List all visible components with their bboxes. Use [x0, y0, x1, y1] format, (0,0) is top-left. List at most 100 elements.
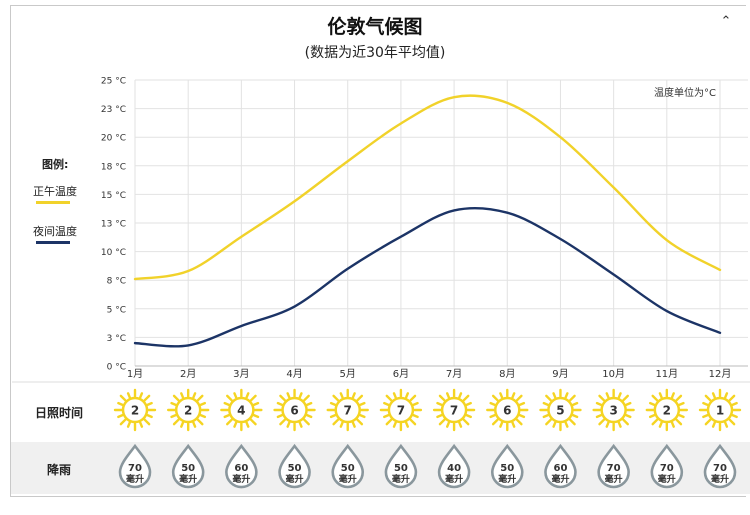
x-tick-label: 7月 — [446, 368, 462, 380]
sunshine-hours-value: 1 — [716, 404, 724, 418]
sun-ray — [392, 421, 397, 428]
sun-ray — [728, 394, 736, 402]
x-tick-label: 12月 — [709, 368, 732, 380]
sun-ray — [192, 392, 197, 399]
sunshine-hours-value: 6 — [290, 404, 298, 418]
sun-ray — [511, 421, 516, 428]
sunshine-hours-value: 7 — [397, 404, 405, 418]
sun-ray — [172, 418, 180, 426]
sun-ray — [196, 394, 204, 402]
sun-ray — [199, 401, 207, 407]
sun-ray — [196, 418, 204, 426]
sun-ray — [462, 418, 470, 426]
rainfall-unit: 毫升 — [605, 473, 623, 485]
sun-ray — [465, 401, 472, 407]
sun-ray — [192, 421, 197, 428]
sunshine-hours-value: 4 — [237, 404, 245, 418]
sun-ray — [223, 401, 231, 407]
y-tick-label: 13 °C — [101, 220, 126, 230]
sunshine-hours-value: 7 — [344, 404, 352, 418]
y-tick-label: 23 °C — [101, 105, 126, 115]
raindrop-icon — [278, 443, 311, 489]
sun-ray — [170, 413, 177, 419]
sun-ray — [711, 392, 717, 399]
rainfall-unit: 毫升 — [179, 473, 197, 485]
sun-ray — [126, 392, 132, 399]
x-tick-label: 6月 — [393, 368, 409, 380]
sun-ray — [332, 394, 340, 402]
sun-ray — [249, 394, 257, 402]
rainfall-unit: 毫升 — [392, 473, 410, 485]
sunshine-hours-value: 2 — [131, 404, 139, 418]
sun-icon — [494, 396, 521, 424]
sun-ray — [704, 394, 712, 402]
sun-ray — [648, 401, 656, 407]
sun-ray — [542, 401, 550, 407]
sun-ray — [233, 421, 238, 428]
x-tick-label: 2月 — [180, 368, 196, 380]
x-tick-label: 8月 — [499, 368, 515, 380]
sun-ray — [252, 413, 260, 419]
sun-ray — [298, 392, 303, 399]
raindrop-icon — [171, 443, 205, 489]
sun-ray — [356, 418, 364, 426]
rainfall-value: 70 — [660, 463, 674, 474]
sunshine-row-label: 日照时间 — [34, 406, 83, 420]
legend-label-day: 正午温度 — [33, 185, 77, 198]
sun-ray — [564, 392, 569, 399]
raindrop-icon — [703, 443, 737, 489]
rainfall-row-label: 降雨 — [46, 463, 71, 477]
sun-ray — [249, 418, 257, 426]
sun-ray — [305, 413, 313, 419]
sun-ray — [119, 394, 127, 402]
sun-ray — [358, 401, 366, 407]
chevron-up-icon[interactable]: ⌃ — [720, 14, 732, 29]
legend-label-night: 夜间温度 — [33, 225, 77, 238]
sun-ray — [670, 421, 675, 428]
sun-ray — [598, 394, 606, 402]
sun-ray — [499, 392, 504, 399]
y-tick-label: 25 °C — [101, 77, 126, 87]
sun-ray — [617, 392, 622, 399]
sun-ray — [412, 413, 419, 419]
sun-ray — [199, 413, 207, 419]
series-line-night — [133, 206, 722, 348]
sun-ray — [552, 421, 557, 428]
rainfall-value: 50 — [288, 463, 302, 474]
sun-ray — [302, 394, 310, 402]
x-tick-label: 4月 — [286, 368, 302, 380]
y-tick-label: 20 °C — [101, 134, 126, 144]
sun-ray — [491, 394, 499, 402]
sunshine-hours-value: 2 — [663, 404, 671, 418]
sun-ray — [286, 392, 291, 399]
y-tick-label: 10 °C — [101, 248, 126, 258]
sun-ray — [595, 401, 603, 407]
raindrop-icon — [225, 443, 258, 489]
raindrop-icon — [544, 443, 577, 489]
sun-ray — [651, 394, 659, 402]
sun-ray — [143, 394, 151, 402]
sun-ray — [564, 421, 569, 428]
sun-ray — [702, 401, 709, 407]
sun-ray — [651, 418, 659, 426]
rainfall-value: 50 — [181, 463, 195, 474]
sun-ray — [621, 418, 629, 426]
rainfall-unit: 毫升 — [126, 473, 144, 485]
raindrop-icon — [437, 443, 471, 489]
sun-ray — [617, 421, 622, 428]
raindrop-icon — [650, 443, 684, 489]
rainfall-unit: 毫升 — [711, 473, 729, 485]
sun-ray — [542, 413, 550, 419]
rainfall-value: 60 — [234, 463, 248, 474]
sun-ray — [571, 413, 579, 419]
sun-ray — [226, 418, 234, 426]
sun-ray — [138, 392, 144, 399]
sun-icon — [228, 396, 255, 424]
sun-ray — [172, 394, 180, 402]
rainfall-unit: 毫升 — [658, 473, 676, 485]
sun-ray — [329, 413, 337, 419]
sun-ray — [119, 418, 127, 426]
raindrop-icon — [490, 443, 524, 489]
sun-ray — [568, 418, 576, 426]
